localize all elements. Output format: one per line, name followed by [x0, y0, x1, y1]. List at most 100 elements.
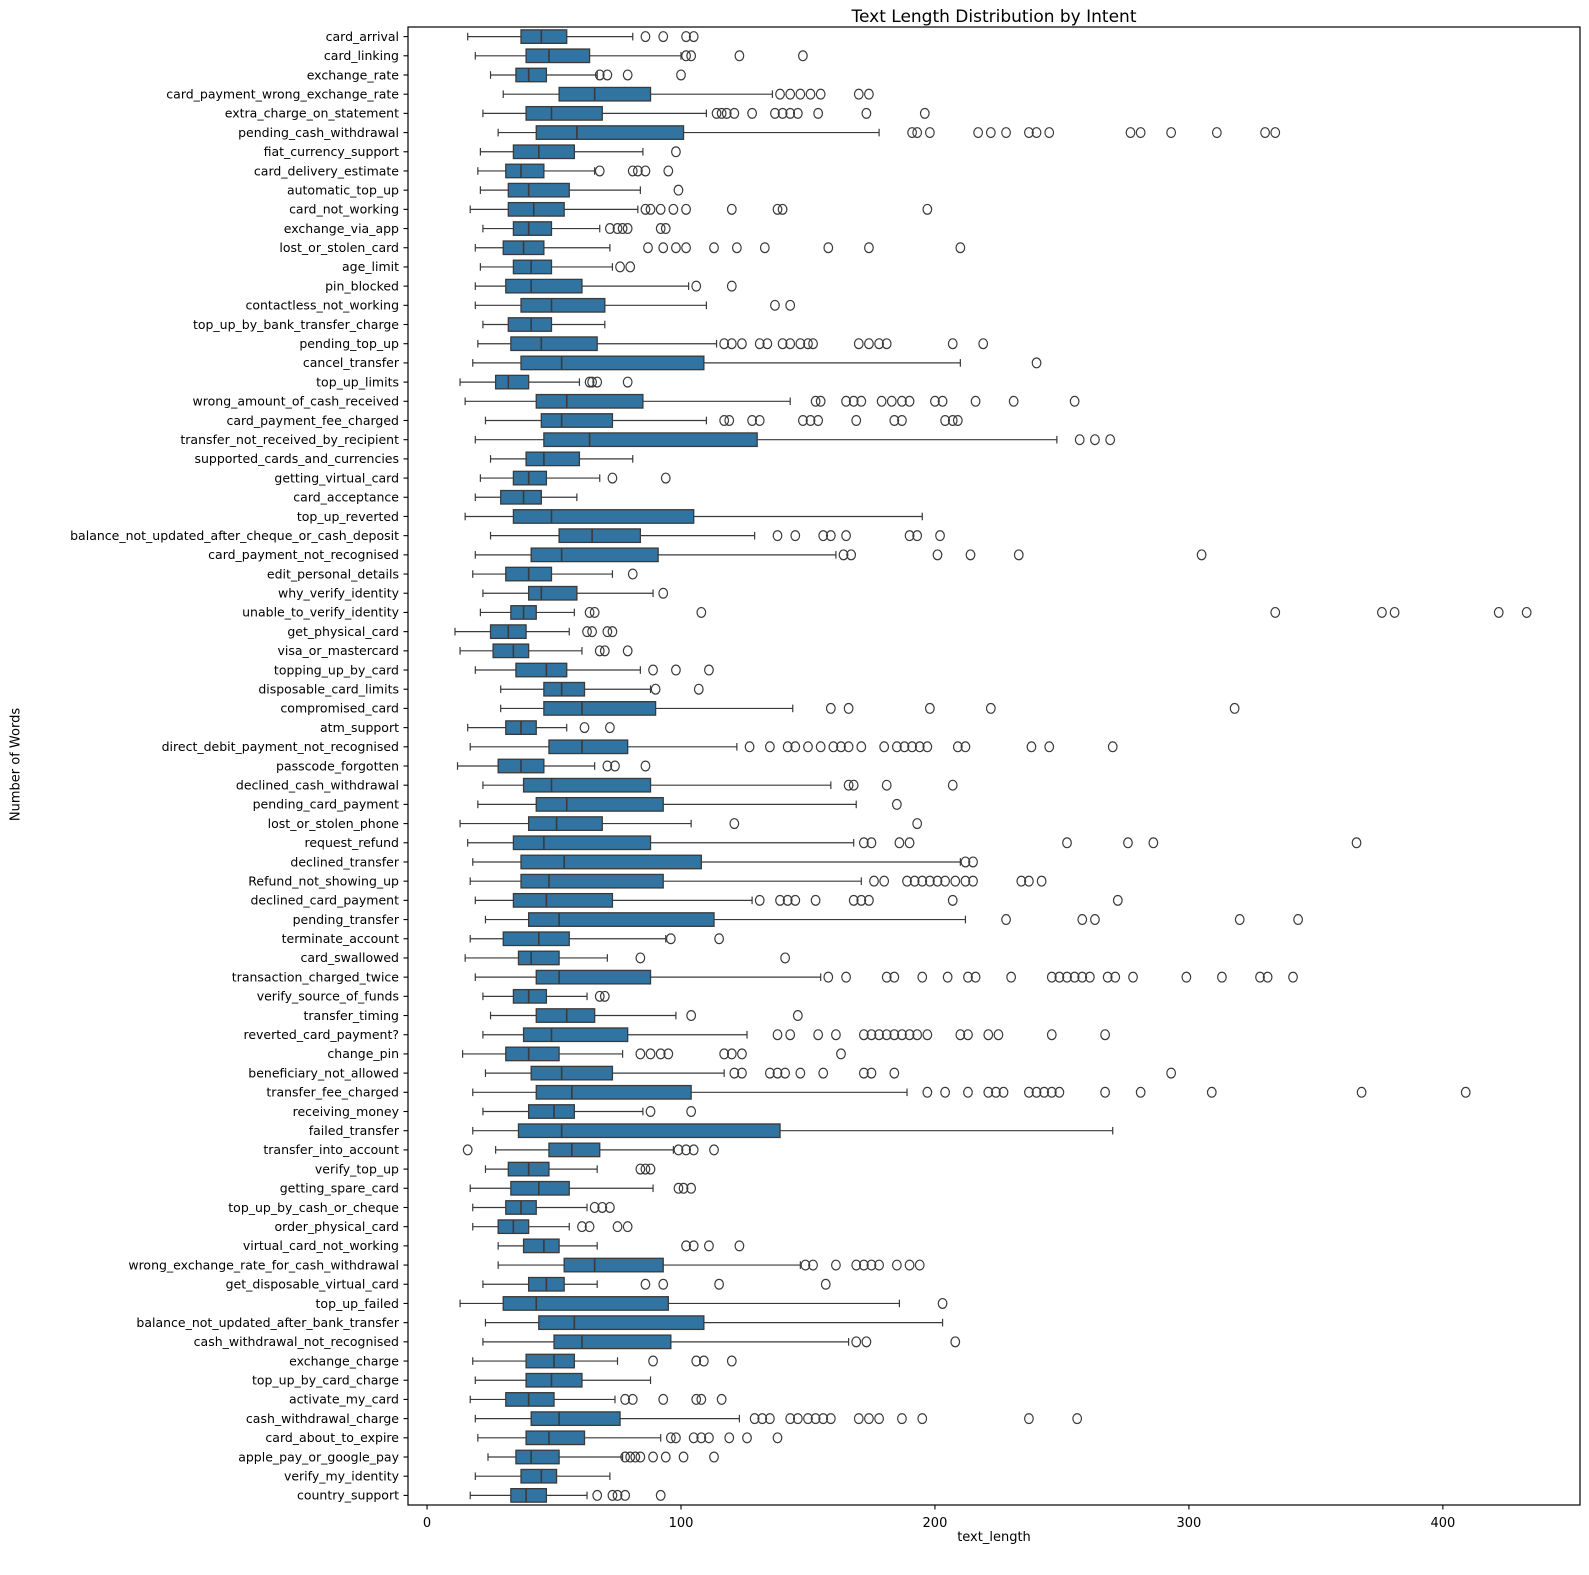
outlier-point — [775, 88, 785, 100]
outlier-point — [709, 1451, 719, 1463]
outlier-point — [716, 107, 727, 119]
outlier-point — [602, 69, 613, 81]
y-tick-label: card_not_working — [289, 202, 399, 217]
outlier-point — [1090, 434, 1100, 446]
outlier-point — [924, 875, 935, 887]
outlier-point — [1521, 606, 1532, 618]
outlier-point — [645, 1106, 656, 1118]
outlier-point — [777, 338, 788, 350]
outlier-point — [965, 549, 976, 561]
y-tick-label: top_up_by_card_charge — [252, 1373, 399, 1388]
y-tick-label: reverted_card_payment? — [243, 1027, 399, 1042]
outlier-point — [754, 338, 765, 350]
outlier-point — [622, 1221, 633, 1233]
y-tick-label: wrong_exchange_rate_for_cash_withdrawal — [128, 1257, 399, 1272]
outlier-point — [640, 1278, 651, 1290]
x-tick-label: 400 — [1430, 1516, 1455, 1531]
outlier-point — [1084, 971, 1095, 983]
outlier-point — [1031, 357, 1042, 369]
outlier-point — [1046, 1086, 1057, 1098]
outlier-point — [912, 818, 923, 830]
y-tick-label: cancel_transfer — [303, 355, 400, 370]
outlier-point — [772, 1029, 783, 1041]
outlier-point — [777, 203, 788, 215]
outlier-point — [853, 1413, 864, 1425]
y-tick-label: receiving_money — [293, 1104, 400, 1119]
outlier-point — [998, 1086, 1009, 1098]
outlier-point — [592, 1489, 603, 1501]
outlier-point — [594, 69, 605, 81]
outlier-point — [577, 1221, 587, 1233]
outlier-point — [785, 338, 796, 350]
outlier-point — [686, 1106, 697, 1118]
outlier-point — [851, 1259, 862, 1271]
box-card_not_working — [507, 201, 565, 217]
box-cancel_transfer — [520, 355, 705, 371]
box-country_support — [510, 1488, 548, 1503]
outlier-point — [655, 1048, 666, 1060]
outlier-point — [963, 1029, 973, 1041]
outlier-point — [658, 1278, 669, 1290]
outlier-point — [772, 1067, 783, 1079]
y-tick-label: balance_not_updated_after_bank_transfer — [136, 1315, 399, 1330]
outlier-point — [737, 338, 747, 350]
outlier-point — [696, 1432, 707, 1444]
outlier-point — [704, 1432, 714, 1444]
outlier-point — [620, 1451, 631, 1463]
outlier-point — [462, 1144, 473, 1156]
outlier-point — [604, 223, 615, 235]
outlier-point — [721, 107, 732, 119]
x-tick-label: 300 — [1176, 1516, 1201, 1531]
x-tick-label: 100 — [669, 1516, 694, 1531]
outlier-point — [764, 741, 775, 753]
outlier-point — [696, 1393, 707, 1405]
outlier-point — [688, 1240, 699, 1252]
box-top_up_limits — [494, 374, 530, 390]
outlier-point — [909, 875, 920, 887]
box-extra_charge_on_statement — [525, 105, 603, 121]
outlier-point — [663, 165, 674, 177]
outlier-point — [604, 722, 615, 734]
box-compromised_card — [543, 701, 657, 716]
box-card_payment_not_recognised — [530, 547, 659, 563]
outlier-point — [650, 683, 661, 695]
outlier-point — [632, 165, 643, 177]
box-declined_cash_withdrawal — [522, 777, 652, 793]
y-tick-label: activate_my_card — [289, 1392, 399, 1407]
box-verify_source_of_funds — [512, 988, 548, 1004]
outlier-point — [1077, 914, 1088, 926]
outlier-point — [1293, 914, 1304, 926]
outlier-point — [594, 990, 605, 1002]
outlier-point — [874, 1259, 884, 1271]
box-top_up_reverted — [512, 509, 695, 524]
outlier-point — [795, 338, 806, 350]
outlier-point — [1389, 606, 1400, 618]
outlier-point — [831, 1259, 841, 1271]
y-tick-label: transfer_timing — [304, 1008, 400, 1023]
box-pin_blocked — [505, 278, 583, 294]
outlier-point — [1123, 837, 1133, 849]
outlier-point — [1069, 971, 1080, 983]
outlier-point — [676, 69, 686, 81]
y-tick-label: exchange_charge — [289, 1353, 399, 1368]
box-getting_virtual_card — [512, 470, 548, 486]
box-Refund_not_showing_up — [520, 873, 664, 889]
outlier-point — [952, 414, 963, 426]
outlier-point — [594, 165, 605, 177]
outlier-point — [952, 741, 963, 753]
outlier-point — [681, 1144, 691, 1156]
outlier-point — [1001, 914, 1011, 926]
outlier-point — [922, 741, 933, 753]
outlier-point — [688, 31, 699, 43]
outlier-point — [836, 1048, 846, 1060]
outlier-point — [848, 779, 859, 791]
box-receiving_money — [527, 1104, 575, 1119]
outlier-point — [635, 1163, 646, 1175]
box-lost_or_stolen_phone — [527, 816, 603, 831]
outlier-point — [808, 1259, 818, 1271]
outlier-point — [881, 779, 892, 791]
outlier-point — [658, 587, 669, 599]
outlier-point — [686, 1182, 697, 1194]
box-balance_not_updated_after_cheque_or_cash_deposit — [558, 528, 642, 544]
outlier-point — [985, 127, 996, 139]
